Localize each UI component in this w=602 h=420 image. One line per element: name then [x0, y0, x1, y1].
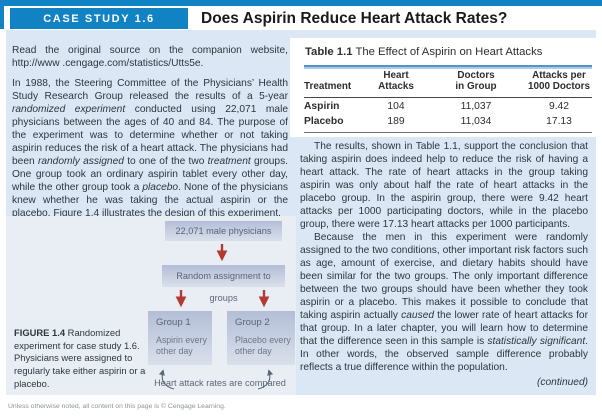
curved-arrow-icon: [158, 369, 175, 390]
right-column: The results, shown in Table 1.1, support…: [300, 140, 588, 389]
table-cell: 17.13: [546, 115, 572, 127]
diagram-box-group1: Group 1 Aspirin every other day: [148, 311, 212, 365]
table-cell: 104: [387, 101, 405, 112]
table-cell: 11,034: [460, 115, 492, 127]
table-1-1-panel: Table 1.1 The Effect of Aspirin on Heart…: [290, 38, 602, 137]
table-cell: 11,037: [460, 101, 492, 112]
table-cell: Aspirin: [304, 101, 340, 112]
column-header: Doctors in Group: [455, 70, 497, 92]
figure-1-4: 22,071 male physicians Random assignment…: [6, 216, 296, 395]
curved-arrow-icon: [257, 369, 274, 390]
table-header-divider: [304, 97, 592, 98]
group2-title: Group 2: [235, 317, 270, 328]
continued-label: (continued): [537, 377, 588, 388]
copyright-note: Unless otherwise noted, all content on t…: [8, 403, 226, 410]
column-header: Treatment: [304, 80, 352, 92]
intro-paragraph: In 1988, the Steering Committee of the P…: [12, 78, 288, 219]
header-left-bar: [0, 0, 4, 29]
table-title: Table 1.1 The Effect of Aspirin on Heart…: [305, 46, 542, 58]
group2-text: Placebo every other day: [235, 335, 291, 356]
results-paragraph: The results, shown in Table 1.1, support…: [300, 141, 588, 230]
table-cell: Placebo: [304, 115, 344, 127]
table-title-label: Table 1.1: [305, 46, 353, 58]
diagram-box-group2: Group 2 Placebo every other day: [227, 311, 295, 365]
column-header: Attacks per 1000 Doctors: [527, 70, 591, 92]
table-title-rule: [304, 65, 592, 67]
table-title-text: The Effect of Aspirin on Heart Attacks: [352, 46, 543, 58]
header-top-bar: [0, 0, 602, 6]
diagram-box-random-assignment: Random assignment to groups: [162, 265, 285, 303]
diagram-box-physicians: 22,071 male physicians: [165, 221, 282, 241]
left-column: Read the original source on the companio…: [12, 44, 288, 220]
group1-text: Aspirin every other day: [156, 335, 207, 356]
group1-title: Group 1: [156, 317, 191, 328]
companion-website-paragraph: Read the original source on the companio…: [12, 45, 288, 69]
figure-compare-label: Heart attack rates are compared: [154, 378, 286, 388]
column-header: Heart Attacks: [378, 70, 414, 92]
figure-arrows: [158, 244, 274, 390]
table-cell: 189: [387, 115, 405, 127]
table-bottom-divider: [304, 132, 592, 133]
table-header-row: Treatment Heart Attacks Doctors in Group…: [304, 70, 592, 93]
table-body: Aspirin 104 11,037 9.42 Placebo 189 11,0…: [304, 100, 592, 129]
figure-caption: FIGURE 1.4 Randomized experiment for cas…: [14, 327, 146, 389]
conclusion-paragraph: Because the men in this experiment were …: [300, 232, 588, 373]
page-title: Does Aspirin Reduce Heart Attack Rates?: [201, 10, 508, 27]
table-cell: 9.42: [548, 101, 570, 112]
case-study-badge: CASE STUDY 1.6: [10, 8, 188, 29]
